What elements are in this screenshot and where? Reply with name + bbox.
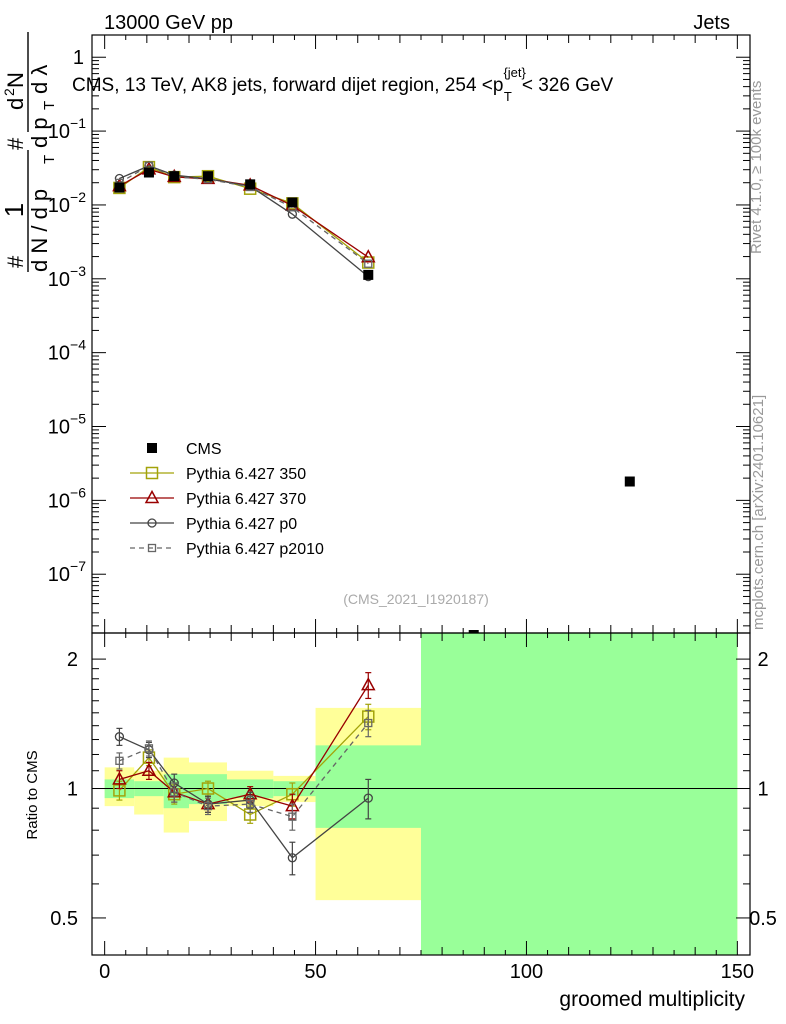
main-y-tick-label: 10−3: [48, 263, 86, 291]
main-point-p350: [201, 169, 215, 183]
legend: CMS Pythia 6.427 350 Pythia 6.427 370 Pythi…: [130, 441, 324, 558]
ratio-bands: [104, 633, 738, 955]
ratio-point-p2010: [246, 799, 255, 809]
main-title-sub: T: [504, 89, 512, 104]
main-cms-points: [114, 167, 635, 633]
ratio-point-p2010: [288, 812, 297, 821]
header-right: Jets: [693, 12, 730, 34]
cms-point: [143, 167, 154, 178]
legend-label-p350: Pythia 6.427 350: [186, 466, 306, 483]
xlabel: groomed multiplicity: [559, 988, 745, 1011]
ratio-point-p2010: [203, 801, 213, 811]
x-tick-label: 0: [99, 961, 110, 983]
ratio-y-tick-label-right: 1: [757, 779, 768, 801]
analysis-id: (CMS_2021_I1920187): [343, 591, 489, 607]
cms-point: [202, 171, 213, 182]
ratio-point-p370: [141, 762, 157, 776]
ratio-point-p2010: [144, 744, 154, 753]
main-ylabel-den2-sub: T: [41, 101, 58, 110]
ratio-series: [112, 672, 376, 876]
ratio-ylabel: Ratio to CMS: [24, 750, 41, 839]
legend-label-p0: Pythia 6.427 p0: [186, 516, 297, 533]
cms-point: [363, 269, 374, 280]
legend-marker-cms: [147, 443, 157, 453]
ratio-y-tick-label-left: 1: [67, 779, 78, 801]
legend-marker-p370: [144, 489, 160, 504]
main-y-tick-label: 10−5: [48, 411, 86, 439]
ratio-y-tick-label-right: 0.5: [749, 908, 777, 930]
main-y-tick-label: 10−7: [48, 558, 86, 586]
cms-point: [624, 476, 635, 487]
main-point-p2010: [364, 259, 373, 268]
main-y-tick-label: 10−1: [48, 115, 86, 143]
main-ylabel-hash: #: [3, 255, 28, 268]
main-y-tick-label: 1: [73, 47, 84, 69]
main-ylabel-den2-tail: d λ: [27, 65, 52, 94]
legend-label-p370: Pythia 6.427 370: [186, 491, 306, 508]
ratio-point-p0: [287, 853, 298, 863]
main-title-prefix: CMS, 13 TeV, AK8 jets, forward dijet reg…: [72, 75, 503, 96]
main-ylabel-num2-sup: 2: [1, 88, 17, 96]
ratio-y-tick-label-right: 2: [757, 649, 768, 671]
ratio-point-p2010: [364, 718, 373, 728]
main-ylabel-den-sub: T: [41, 155, 58, 164]
main-series: [112, 160, 376, 282]
main-ylabel: # 1 d N / d p T # d 2 N d p T d λ: [0, 32, 58, 272]
ratio-point-p350: [201, 782, 215, 795]
main-ylabel-den: d N / d p: [27, 189, 52, 272]
main-line-p2010: [119, 164, 369, 265]
x-tick-label: 50: [304, 961, 326, 983]
main-line-p350: [119, 166, 369, 264]
x-tick-label: 150: [721, 961, 754, 983]
main-point-p370: [361, 249, 376, 263]
legend-marker-p2010: [147, 543, 157, 553]
ratio-point-p370: [361, 677, 376, 691]
ratio-point-p370: [112, 771, 127, 785]
ticks: 0 50 100 150 1 10−1 10−2 10−3 10−4 10−5 10−6 10−7 0.…: [48, 34, 777, 983]
mcplots-label: mcplots.cern.ch [arXiv:2401.10621]: [750, 395, 767, 630]
main-y-tick-label: 10−2: [48, 189, 86, 217]
ratio-y-tick-label-left: 2: [67, 649, 78, 671]
main-title-suffix: < 326 GeV: [522, 75, 614, 96]
main-title-sup: {jet}: [503, 65, 526, 80]
main-ylabel-num2: d: [3, 98, 28, 110]
main-y-tick-label: 10−4: [48, 337, 86, 365]
ratio-point-p2010: [170, 788, 179, 797]
main-ylabel-den2: d p: [27, 117, 52, 148]
ratio-point-p2010: [115, 756, 124, 765]
legend-label-cms: CMS: [186, 441, 222, 458]
main-line-p0: [119, 165, 369, 278]
legend-marker-p0: [147, 518, 157, 528]
main-ylabel-num2-tail: N: [3, 72, 28, 88]
ratio-point-p0: [363, 793, 373, 803]
ratio-y-tick-label-left: 0.5: [50, 908, 78, 930]
cms-point: [245, 179, 256, 190]
legend-marker-p350: [145, 466, 159, 480]
main-line-p370: [119, 168, 369, 258]
ratio-band-inner: [421, 633, 738, 955]
rivet-version-label: Rivet 4.1.0, ≥ 100k events: [748, 81, 765, 254]
legend-label-p2010: Pythia 6.427 p2010: [186, 541, 324, 558]
cms-point: [114, 182, 125, 193]
main-ylabel-hash2: #: [3, 137, 28, 150]
ratio-point-p0: [114, 732, 125, 742]
main-ylabel-one: 1: [0, 203, 29, 217]
cms-point: [169, 171, 180, 182]
cms-point: [287, 197, 298, 208]
cms-point: [468, 630, 479, 633]
main-title: CMS, 13 TeV, AK8 jets, forward dijet reg…: [72, 65, 614, 104]
header-left: 13000 GeV pp: [104, 12, 233, 34]
main-y-tick-label: 10−6: [48, 484, 86, 512]
x-tick-label: 100: [510, 961, 543, 983]
